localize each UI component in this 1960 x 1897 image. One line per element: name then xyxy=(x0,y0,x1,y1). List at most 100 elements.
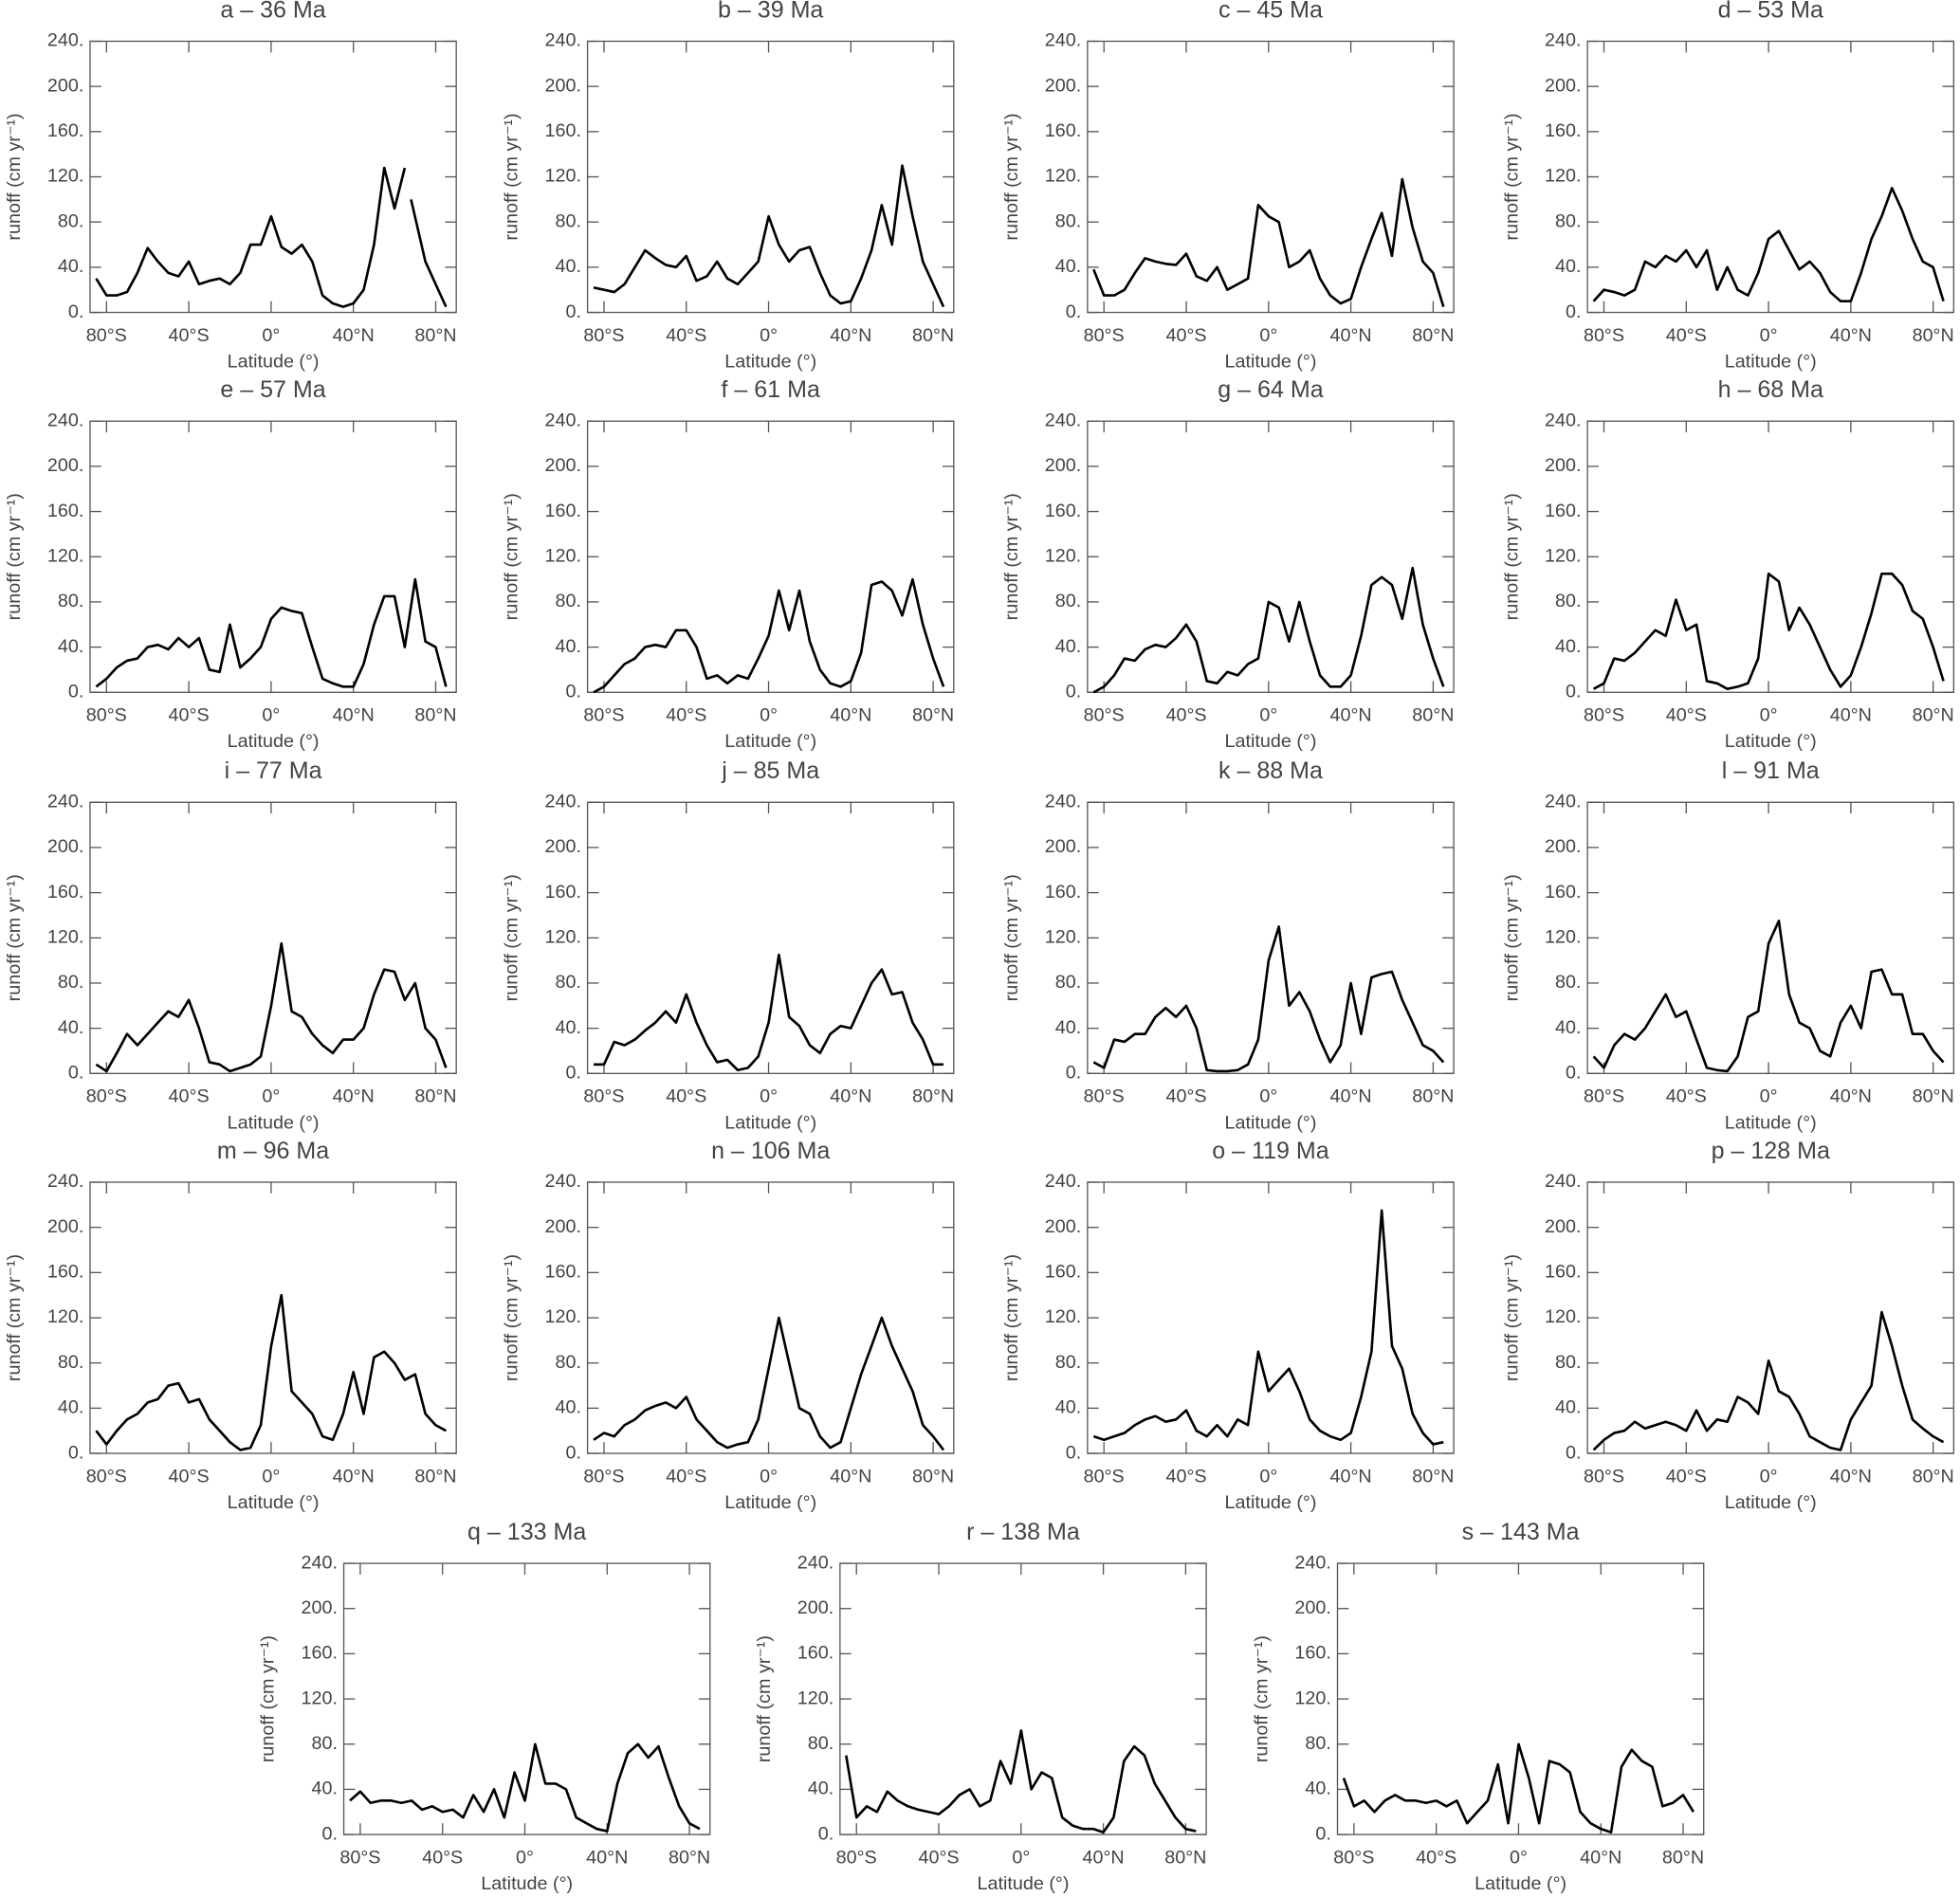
panel-title: o – 119 Ma xyxy=(1212,1138,1328,1164)
y-tick-label: 240. xyxy=(1545,791,1581,812)
y-tick-label: 40. xyxy=(556,256,581,277)
runoff-line xyxy=(95,1293,448,1451)
x-tick-label: 40°N xyxy=(1830,705,1872,726)
y-tick-label: 200. xyxy=(47,1216,83,1237)
x-tick-label: 40°S xyxy=(1165,1466,1206,1487)
plot-frame xyxy=(1586,1181,1955,1454)
x-tick-label: 40°S xyxy=(169,1086,210,1107)
y-tick-label: 40. xyxy=(1305,1778,1330,1799)
x-tick-label: 0° xyxy=(760,325,778,346)
plot-frame xyxy=(1087,1181,1455,1454)
x-tick-label: 80°S xyxy=(339,1847,380,1868)
y-axis-label: runoff (cm yr⁻¹) xyxy=(1001,1254,1022,1381)
y-tick-label: 160. xyxy=(1545,120,1581,141)
x-axis-label: Latitude (°) xyxy=(1475,1873,1566,1894)
x-tick-label: 0° xyxy=(760,1086,778,1107)
x-axis-label: Latitude (°) xyxy=(724,351,816,372)
x-axis-label: Latitude (°) xyxy=(228,731,320,752)
y-tick-label: 0. xyxy=(1066,301,1081,322)
y-tick-label: 160. xyxy=(47,1262,83,1283)
y-tick-label: 80. xyxy=(1055,972,1081,993)
x-tick-label: 40°S xyxy=(666,1086,706,1107)
y-tick-label: 0. xyxy=(1566,1063,1581,1084)
x-tick-label: 40°S xyxy=(169,705,210,726)
y-tick-label: 80. xyxy=(1305,1733,1330,1754)
x-tick-label: 80°S xyxy=(86,325,127,346)
x-tick-label: 40°S xyxy=(1666,705,1707,726)
runoff-line xyxy=(845,1729,1197,1834)
y-axis-label: runoff (cm yr⁻¹) xyxy=(1501,874,1522,1001)
y-tick-label: 240. xyxy=(1545,1171,1581,1192)
plot-frame xyxy=(89,801,457,1074)
y-tick-label: 120. xyxy=(1045,545,1081,566)
y-tick-label: 240. xyxy=(545,30,581,51)
y-tick-label: 240. xyxy=(301,1552,337,1573)
y-tick-label: 120. xyxy=(1545,1306,1581,1327)
y-tick-label: 40. xyxy=(58,256,83,277)
x-axis-label: Latitude (°) xyxy=(228,351,320,372)
y-tick-label: 40. xyxy=(1055,636,1081,657)
y-tick-label: 200. xyxy=(1545,455,1581,476)
y-tick-label: 240. xyxy=(545,410,581,430)
x-tick-label: 40°S xyxy=(1165,705,1206,726)
runoff-line xyxy=(593,577,945,694)
x-axis-label: Latitude (°) xyxy=(228,1492,320,1513)
x-tick-label: 80°S xyxy=(86,705,127,726)
y-axis-label: runoff (cm yr⁻¹) xyxy=(502,1254,522,1381)
y-tick-label: 40. xyxy=(1555,1017,1581,1038)
x-tick-label: 80°S xyxy=(86,1466,127,1487)
x-tick-label: 80°N xyxy=(1913,705,1954,726)
x-tick-label: 40°S xyxy=(1666,325,1707,346)
x-tick-label: 0° xyxy=(760,1466,778,1487)
x-axis-label: Latitude (°) xyxy=(1725,1492,1817,1513)
x-tick-label: 80°S xyxy=(1084,705,1125,726)
panel-title: c – 45 Ma xyxy=(1218,0,1323,23)
plot-frame xyxy=(1586,420,1955,693)
y-tick-label: 0. xyxy=(818,1823,833,1844)
x-tick-label: 0° xyxy=(262,1086,280,1107)
x-tick-label: 40°N xyxy=(830,1086,871,1107)
x-axis-label: Latitude (°) xyxy=(978,1873,1070,1894)
x-tick-label: 0° xyxy=(1510,1847,1528,1868)
y-tick-label: 80. xyxy=(58,591,83,611)
x-tick-label: 80°N xyxy=(1412,705,1454,726)
y-tick-label: 120. xyxy=(301,1687,337,1708)
y-tick-label: 240. xyxy=(47,791,83,812)
y-axis-label: runoff (cm yr⁻¹) xyxy=(1252,1635,1273,1762)
x-tick-label: 80°N xyxy=(1662,1847,1704,1868)
panel-title: s – 143 Ma xyxy=(1462,1519,1580,1545)
panel-title: b – 39 Ma xyxy=(718,0,823,23)
y-tick-label: 200. xyxy=(1545,836,1581,857)
y-tick-label: 240. xyxy=(47,1171,83,1192)
y-tick-label: 200. xyxy=(797,1597,833,1618)
x-tick-label: 40°S xyxy=(169,325,210,346)
x-tick-label: 80°N xyxy=(1913,325,1954,346)
y-tick-label: 0. xyxy=(1066,1442,1081,1463)
y-tick-label: 0. xyxy=(566,1442,581,1463)
y-tick-label: 200. xyxy=(1545,75,1581,96)
x-axis-label: Latitude (°) xyxy=(1725,731,1817,752)
y-tick-label: 200. xyxy=(1045,455,1081,476)
y-tick-label: 40. xyxy=(1555,636,1581,657)
x-tick-label: 80°N xyxy=(414,325,456,346)
y-axis-label: runoff (cm yr⁻¹) xyxy=(4,493,25,620)
x-tick-label: 80°S xyxy=(583,1466,624,1487)
y-tick-label: 160. xyxy=(1045,1262,1081,1283)
x-tick-label: 40°N xyxy=(830,1466,871,1487)
x-tick-label: 80°N xyxy=(1913,1086,1954,1107)
x-tick-label: 80°S xyxy=(1333,1847,1374,1868)
y-tick-label: 240. xyxy=(1045,1171,1081,1192)
x-tick-label: 40°N xyxy=(1330,705,1372,726)
y-tick-label: 40. xyxy=(58,1017,83,1038)
y-tick-label: 240. xyxy=(1294,1552,1330,1573)
y-tick-label: 40. xyxy=(58,1397,83,1418)
y-tick-label: 160. xyxy=(1045,882,1081,903)
y-axis-label: runoff (cm yr⁻¹) xyxy=(4,874,25,1001)
x-tick-label: 40°N xyxy=(1330,1466,1372,1487)
y-tick-label: 240. xyxy=(1045,410,1081,430)
y-tick-label: 200. xyxy=(1294,1597,1330,1618)
y-tick-label: 160. xyxy=(1045,120,1081,141)
y-tick-label: 80. xyxy=(808,1733,833,1754)
y-tick-label: 240. xyxy=(545,791,581,812)
x-tick-label: 80°N xyxy=(1913,1466,1954,1487)
